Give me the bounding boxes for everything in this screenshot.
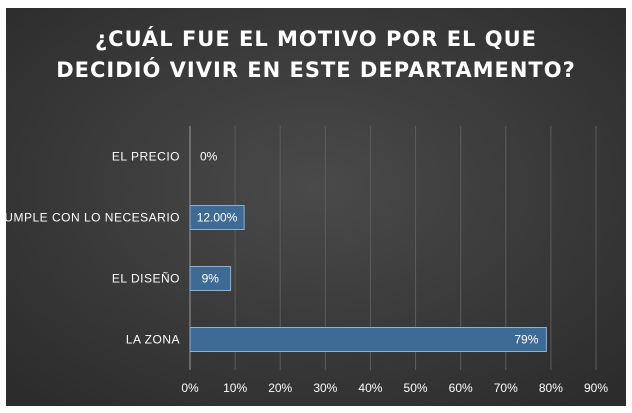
bar-2 — [189, 266, 232, 291]
bar-3 — [189, 327, 547, 352]
x-tick-label: 50% — [404, 381, 428, 395]
data-label: 0% — [200, 150, 218, 164]
x-tick-label: 60% — [449, 381, 473, 395]
x-tick-label: 40% — [358, 381, 382, 395]
x-tick-label: 20% — [268, 381, 292, 395]
chart-title-line-2: DECIDIÓ VIVIR EN ESTE DEPARTAMENTO? — [56, 57, 576, 82]
data-label: 12.00% — [197, 211, 238, 225]
category-label: EL PRECIO — [112, 150, 180, 164]
x-tick-label: 90% — [584, 381, 608, 395]
x-tick-label: 0% — [181, 381, 199, 395]
bars — [189, 205, 547, 352]
chart-title-line-1: ¿CUÁL FUE EL MOTIVO POR EL QUE — [95, 26, 537, 51]
category-label: LA ZONA — [126, 333, 180, 347]
data-label: 79% — [514, 333, 538, 347]
x-tick-label: 30% — [313, 381, 337, 395]
x-tick-label: 10% — [223, 381, 247, 395]
x-axis-tick-labels: 0% 10% 20% 30% 40% 50% 60% 70% 80% 90% — [181, 381, 608, 395]
x-tick-label: 80% — [539, 381, 563, 395]
category-label: CUMPLE CON LO NECESARIO — [0, 211, 180, 225]
category-label: EL DISEÑO — [112, 272, 180, 286]
data-labels: 0% 12.00% 9% 79% — [197, 150, 539, 347]
x-tick-label: 70% — [494, 381, 518, 395]
category-labels: EL PRECIO CUMPLE CON LO NECESARIO EL DISEÑ… — [0, 150, 180, 347]
bar-1 — [189, 205, 245, 230]
chart-title: ¿CUÁL FUE EL MOTIVO POR EL QUE DECIDIÓ V… — [56, 26, 576, 82]
data-label: 9% — [202, 272, 220, 286]
